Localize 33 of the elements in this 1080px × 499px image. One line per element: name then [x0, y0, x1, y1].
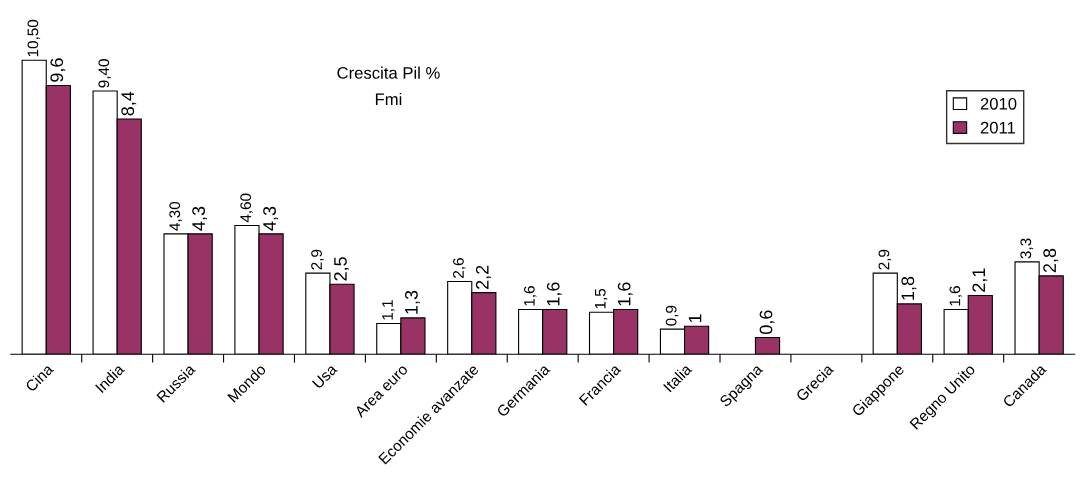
data-label: 9,40 [98, 59, 112, 88]
data-label: 1,1 [382, 300, 395, 320]
legend-label: 2010 [980, 97, 1017, 110]
data-label: 8,4 [121, 91, 137, 116]
data-label: 4,30 [169, 201, 182, 231]
x-tick-label: Usa [311, 363, 338, 389]
data-label: 1,6 [546, 282, 562, 306]
data-label: 4,60 [240, 193, 253, 223]
data-label: 0,9 [665, 305, 679, 326]
data-label: 1,6 [523, 286, 537, 306]
data-label: 10,50 [27, 19, 41, 57]
data-label: 9,6 [50, 58, 66, 82]
x-tick-label: Cina [24, 362, 55, 393]
data-label: 2,6 [453, 258, 466, 278]
data-label: 3,3 [1020, 238, 1033, 259]
data-label: 1,3 [404, 290, 420, 314]
legend-label: 2011 [980, 121, 1016, 134]
data-label: 4,3 [263, 206, 279, 231]
data-label: 1,5 [595, 288, 608, 309]
data-label: 1,6 [949, 286, 963, 306]
text: Fmi [375, 92, 402, 106]
data-label: 2,9 [311, 249, 324, 270]
data-label: 1,6 [617, 282, 633, 306]
data-label: 0,6 [759, 310, 775, 334]
data-label: 1 [688, 314, 702, 323]
data-label: 2,1 [972, 268, 988, 292]
data-label: 4,3 [192, 206, 208, 231]
data-label: 1,8 [901, 276, 917, 300]
data-label: 2,5 [334, 257, 349, 281]
data-label: 2,9 [878, 249, 892, 270]
chart-title: Crescita Pil % [337, 66, 440, 79]
data-label: 2,8 [1043, 248, 1059, 273]
data-label: 2,2 [475, 265, 491, 289]
